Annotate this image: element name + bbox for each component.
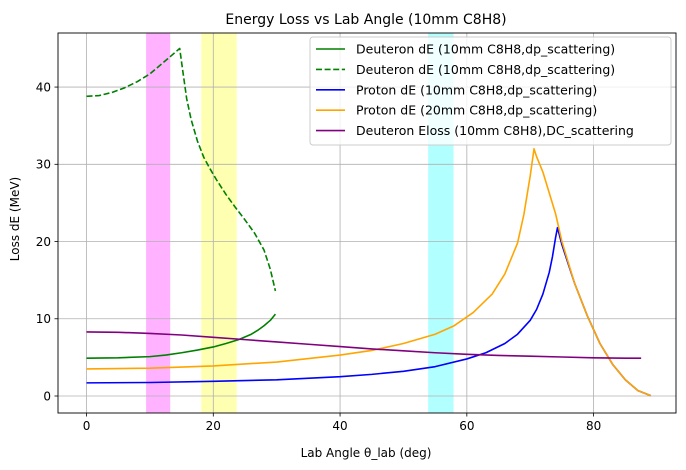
plot-frame: [57, 32, 677, 414]
x-tick-label: 80: [586, 419, 601, 433]
y-tick-label: 0: [43, 389, 51, 403]
y-tick-label: 40: [36, 80, 51, 94]
highlight-band-1: [146, 33, 171, 413]
x-tick-label: 0: [83, 419, 91, 433]
legend-label: Proton dE (10mm C8H8,dp_scattering): [356, 82, 597, 97]
legend-label: Deuteron Eloss (10mm C8H8),DC_scattering: [356, 123, 634, 138]
y-tick-label: 20: [36, 235, 51, 249]
y-axis-label: Loss dE (MeV): [8, 177, 22, 261]
legend-label: Deuteron dE (10mm C8H8,dp_scattering): [356, 62, 615, 77]
y-axis-ticks: 0 10 20 30 40: [36, 80, 58, 403]
y-tick-label: 30: [36, 158, 51, 172]
series-line-2: [86, 47, 277, 292]
series-line-1: [86, 313, 277, 359]
x-tick-label: 40: [332, 419, 347, 433]
highlight-band-2: [201, 33, 237, 413]
series-lines: [86, 47, 651, 397]
y-tick-label: 10: [36, 312, 51, 326]
x-axis-ticks: 0 20 40 60 80: [83, 413, 601, 433]
legend-label: Deuteron dE (10mm C8H8,dp_scattering): [356, 42, 615, 57]
legend-box: [309, 36, 672, 146]
x-tick-label: 60: [459, 419, 474, 433]
chart-title: Energy Loss vs Lab Angle (10mm C8H8): [225, 12, 506, 28]
legend-label: Proton dE (20mm C8H8,dp_scattering): [356, 103, 597, 118]
legend: Deuteron dE (10mm C8H8,dp_scattering) Deu…: [309, 36, 672, 146]
x-tick-label: 20: [206, 419, 221, 433]
x-axis-label: Lab Angle θ_lab (deg): [301, 446, 432, 460]
series-line-5: [86, 331, 642, 359]
series-line-4: [86, 148, 651, 397]
